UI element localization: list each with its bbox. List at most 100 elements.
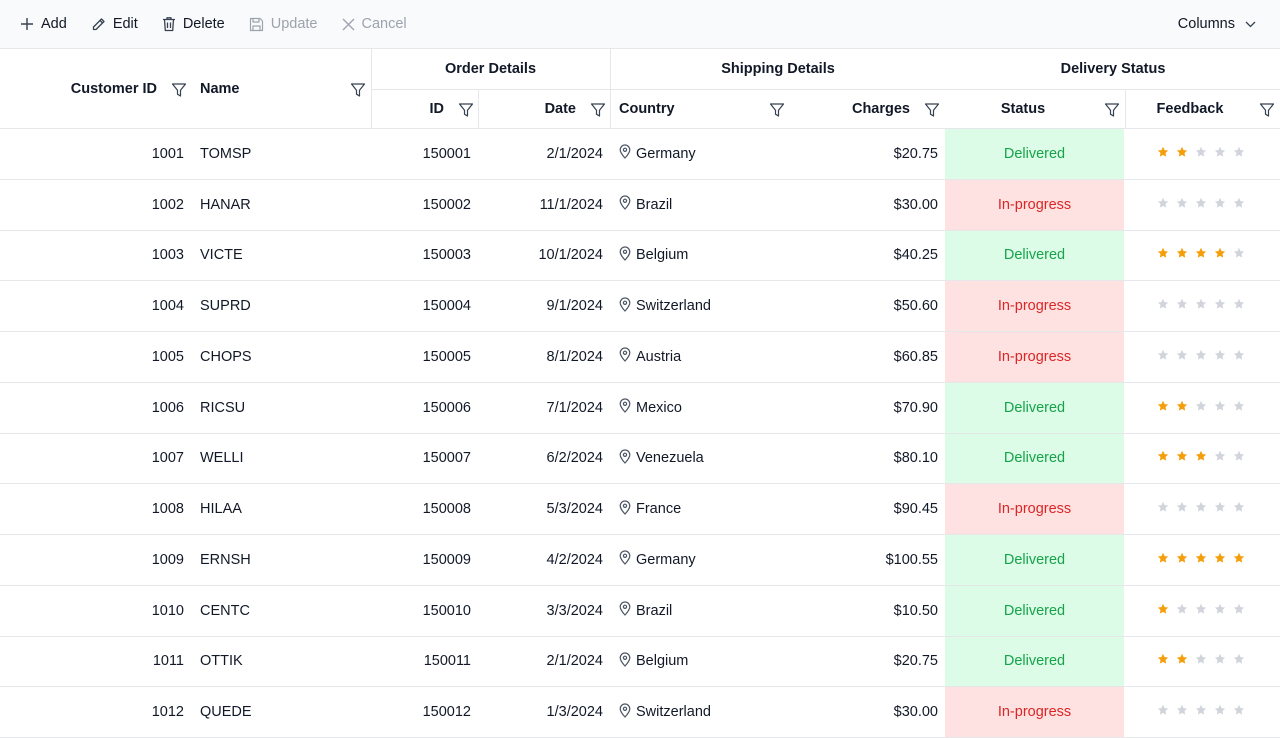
star-empty-icon[interactable] <box>1176 501 1188 517</box>
star-empty-icon[interactable] <box>1233 146 1245 162</box>
star-filled-icon[interactable] <box>1233 552 1245 568</box>
add-button[interactable]: Add <box>8 0 79 48</box>
date-filter-icon[interactable] <box>590 102 606 118</box>
star-empty-icon[interactable] <box>1176 197 1188 213</box>
star-empty-icon[interactable] <box>1195 704 1207 720</box>
rating-stars[interactable] <box>1157 231 1245 281</box>
star-empty-icon[interactable] <box>1157 349 1169 365</box>
star-empty-icon[interactable] <box>1214 501 1226 517</box>
star-empty-icon[interactable] <box>1214 298 1226 314</box>
star-empty-icon[interactable] <box>1233 603 1245 619</box>
update-button[interactable]: Update <box>237 0 330 48</box>
status-filter-icon[interactable] <box>1104 102 1120 118</box>
star-filled-icon[interactable] <box>1176 247 1188 263</box>
name-filter-icon[interactable] <box>350 82 366 98</box>
edit-button[interactable]: Edit <box>79 0 150 48</box>
star-empty-icon[interactable] <box>1176 349 1188 365</box>
table-row[interactable]: 1005 CHOPS 150005 8/1/2024 Austria $60.8… <box>0 332 1280 383</box>
header-charges[interactable]: Charges <box>851 101 910 117</box>
rating-stars[interactable] <box>1157 535 1245 585</box>
star-empty-icon[interactable] <box>1233 349 1245 365</box>
star-filled-icon[interactable] <box>1195 552 1207 568</box>
star-empty-icon[interactable] <box>1214 653 1226 669</box>
star-filled-icon[interactable] <box>1214 552 1226 568</box>
header-name[interactable]: Name <box>200 81 240 97</box>
star-filled-icon[interactable] <box>1176 450 1188 466</box>
star-filled-icon[interactable] <box>1157 400 1169 416</box>
star-filled-icon[interactable] <box>1157 450 1169 466</box>
star-empty-icon[interactable] <box>1195 349 1207 365</box>
header-date[interactable]: Date <box>544 101 576 117</box>
rating-stars[interactable] <box>1157 383 1245 433</box>
star-filled-icon[interactable] <box>1176 552 1188 568</box>
table-row[interactable]: 1009 ERNSH 150009 4/2/2024 Germany $100.… <box>0 535 1280 586</box>
star-empty-icon[interactable] <box>1195 653 1207 669</box>
rating-stars[interactable] <box>1157 434 1245 484</box>
columns-button[interactable]: Columns <box>1166 0 1280 48</box>
table-row[interactable]: 1002 HANAR 150002 11/1/2024 Brazil $30.0… <box>0 179 1280 231</box>
star-empty-icon[interactable] <box>1176 704 1188 720</box>
star-filled-icon[interactable] <box>1176 146 1188 162</box>
star-empty-icon[interactable] <box>1233 400 1245 416</box>
star-empty-icon[interactable] <box>1157 197 1169 213</box>
star-empty-icon[interactable] <box>1195 400 1207 416</box>
star-empty-icon[interactable] <box>1195 501 1207 517</box>
star-empty-icon[interactable] <box>1214 146 1226 162</box>
star-empty-icon[interactable] <box>1214 704 1226 720</box>
rating-stars[interactable] <box>1157 129 1245 179</box>
star-empty-icon[interactable] <box>1195 603 1207 619</box>
star-empty-icon[interactable] <box>1176 298 1188 314</box>
star-filled-icon[interactable] <box>1157 146 1169 162</box>
star-filled-icon[interactable] <box>1157 247 1169 263</box>
star-empty-icon[interactable] <box>1157 298 1169 314</box>
table-row[interactable]: 1006 RICSU 150006 7/1/2024 Mexico $70.90… <box>0 382 1280 434</box>
header-status[interactable]: Status <box>1000 101 1046 117</box>
star-empty-icon[interactable] <box>1214 400 1226 416</box>
star-empty-icon[interactable] <box>1195 298 1207 314</box>
star-empty-icon[interactable] <box>1233 501 1245 517</box>
star-filled-icon[interactable] <box>1176 653 1188 669</box>
rating-stars[interactable] <box>1157 332 1245 382</box>
star-filled-icon[interactable] <box>1195 247 1207 263</box>
rating-stars[interactable] <box>1157 180 1245 230</box>
table-row[interactable]: 1007 WELLI 150007 6/2/2024 Venezuela $80… <box>0 433 1280 485</box>
table-row[interactable]: 1003 VICTE 150003 10/1/2024 Belgium $40.… <box>0 230 1280 282</box>
star-filled-icon[interactable] <box>1214 247 1226 263</box>
header-country[interactable]: Country <box>619 101 675 117</box>
star-filled-icon[interactable] <box>1176 400 1188 416</box>
star-empty-icon[interactable] <box>1233 298 1245 314</box>
rating-stars[interactable] <box>1157 586 1245 636</box>
star-empty-icon[interactable] <box>1214 450 1226 466</box>
star-empty-icon[interactable] <box>1233 197 1245 213</box>
star-empty-icon[interactable] <box>1157 501 1169 517</box>
star-empty-icon[interactable] <box>1233 704 1245 720</box>
star-filled-icon[interactable] <box>1157 603 1169 619</box>
rating-stars[interactable] <box>1157 687 1245 737</box>
customer-id-filter-icon[interactable] <box>171 82 187 98</box>
table-row[interactable]: 1001 TOMSP 150001 2/1/2024 Germany $20.7… <box>0 129 1280 180</box>
star-empty-icon[interactable] <box>1233 450 1245 466</box>
charges-filter-icon[interactable] <box>924 102 940 118</box>
star-empty-icon[interactable] <box>1195 146 1207 162</box>
id-filter-icon[interactable] <box>458 102 474 118</box>
feedback-filter-icon[interactable] <box>1259 102 1275 118</box>
rating-stars[interactable] <box>1157 484 1245 534</box>
table-row[interactable]: 1004 SUPRD 150004 9/1/2024 Switzerland $… <box>0 281 1280 332</box>
star-empty-icon[interactable] <box>1214 603 1226 619</box>
table-row[interactable]: 1008 HILAA 150008 5/3/2024 France $90.45… <box>0 484 1280 535</box>
rating-stars[interactable] <box>1157 281 1245 331</box>
delete-button[interactable]: Delete <box>150 0 237 48</box>
star-filled-icon[interactable] <box>1157 653 1169 669</box>
star-filled-icon[interactable] <box>1195 450 1207 466</box>
star-empty-icon[interactable] <box>1214 197 1226 213</box>
star-empty-icon[interactable] <box>1214 349 1226 365</box>
header-customer-id[interactable]: Customer ID <box>70 81 157 97</box>
header-feedback[interactable]: Feedback <box>1156 101 1224 117</box>
star-empty-icon[interactable] <box>1195 197 1207 213</box>
star-empty-icon[interactable] <box>1157 704 1169 720</box>
rating-stars[interactable] <box>1157 637 1245 687</box>
cancel-button[interactable]: Cancel <box>330 0 419 48</box>
star-filled-icon[interactable] <box>1157 552 1169 568</box>
table-row[interactable]: 1010 CENTC 150010 3/3/2024 Brazil $10.50… <box>0 585 1280 637</box>
star-empty-icon[interactable] <box>1176 603 1188 619</box>
